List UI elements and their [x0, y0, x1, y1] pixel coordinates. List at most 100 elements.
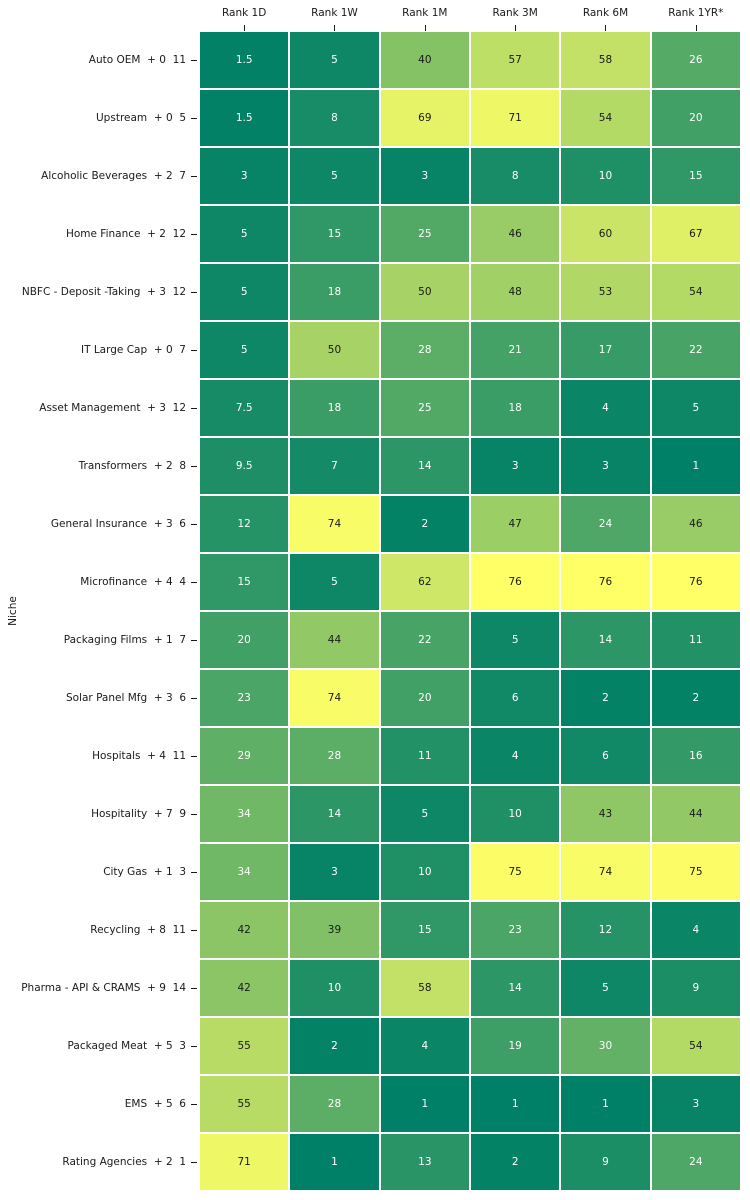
heatmap-cell: 15: [650, 147, 741, 205]
heatmap-cell: 17: [560, 321, 651, 379]
heatmap-cell: 4: [650, 901, 741, 959]
heatmap-cell: 1: [379, 1075, 470, 1133]
row-label-9: Microfinance + 4 4: [0, 553, 197, 611]
row-label-12: Hospitals + 4 11: [0, 727, 197, 785]
heatmap-cell: 5: [199, 263, 290, 321]
heatmap-cell: 29: [199, 727, 290, 785]
row-label-text: Rating Agencies + 2 1: [62, 1156, 186, 1168]
heatmap-cell: 5: [289, 147, 380, 205]
heatmap-cell: 15: [379, 901, 470, 959]
heatmap-cell: 5: [379, 785, 470, 843]
heatmap-cell: 1: [650, 437, 741, 495]
heatmap-cell: 14: [289, 785, 380, 843]
column-header-label: Rank 1D: [221, 7, 267, 19]
y-tick-mark: [191, 1103, 197, 1105]
heatmap-cell: 47: [470, 495, 561, 553]
heatmap-cell: 4: [470, 727, 561, 785]
heatmap-cell: 71: [470, 89, 561, 147]
y-tick-mark: [191, 871, 197, 873]
heatmap-cell: 11: [650, 611, 741, 669]
heatmap-cell: 2: [379, 495, 470, 553]
x-tick-mark: [244, 25, 246, 31]
column-header-0: Rank 1D: [199, 6, 289, 31]
row-label-17: Packaged Meat + 5 3: [0, 1017, 197, 1075]
y-tick-mark: [191, 987, 197, 989]
heatmap-cell: 75: [650, 843, 741, 901]
heatmap-cell: 14: [560, 611, 651, 669]
heatmap-cell: 22: [650, 321, 741, 379]
row-label-text: Upstream + 0 5: [96, 112, 186, 124]
heatmap-cell: 39: [289, 901, 380, 959]
heatmap-cell: 34: [199, 785, 290, 843]
heatmap-cell: 2: [470, 1133, 561, 1191]
y-tick-mark: [191, 465, 197, 467]
heatmap-cell: 5: [650, 379, 741, 437]
heatmap-cell: 2: [650, 669, 741, 727]
heatmap-cell: 5: [199, 321, 290, 379]
heatmap-cell: 10: [560, 147, 651, 205]
heatmap-cell: 54: [650, 1017, 741, 1075]
heatmap-cell: 4: [560, 379, 651, 437]
heatmap-cell: 76: [470, 553, 561, 611]
y-tick-mark: [191, 59, 197, 61]
heatmap-cell: 54: [650, 263, 741, 321]
heatmap-cell: 1.5: [199, 31, 290, 89]
row-label-text: Recycling + 8 11: [90, 924, 186, 936]
heatmap-cell: 50: [289, 321, 380, 379]
y-tick-mark: [191, 697, 197, 699]
heatmap-cell: 26: [650, 31, 741, 89]
row-label-2: Alcoholic Beverages + 2 7: [0, 147, 197, 205]
heatmap-grid: 1.5 5 40 57 58 26 1.5 8 69 71 54 20 3 5 3 8 10 15 5 15 25 46 6…: [199, 31, 741, 1191]
heatmap-cell: 16: [650, 727, 741, 785]
heatmap-cell: 7.5: [199, 379, 290, 437]
heatmap-cell: 75: [470, 843, 561, 901]
heatmap-cell: 25: [379, 379, 470, 437]
heatmap-cell: 10: [379, 843, 470, 901]
heatmap-cell: 74: [289, 669, 380, 727]
y-tick-mark: [191, 581, 197, 583]
y-tick-mark: [191, 291, 197, 293]
y-tick-mark: [191, 1045, 197, 1047]
heatmap-cell: 46: [470, 205, 561, 263]
row-label-18: EMS + 5 6: [0, 1075, 197, 1133]
y-tick-mark: [191, 407, 197, 409]
heatmap-cell: 20: [199, 611, 290, 669]
heatmap-cell: 7: [289, 437, 380, 495]
row-label-text: Transformers + 2 8: [78, 460, 186, 472]
row-label-text: Asset Management + 3 12: [39, 402, 186, 414]
row-label-6: Asset Management + 3 12: [0, 379, 197, 437]
heatmap-cell: 23: [470, 901, 561, 959]
column-header-2: Rank 1M: [380, 6, 470, 31]
row-label-text: Packaged Meat + 5 3: [67, 1040, 186, 1052]
row-label-text: Home Finance + 2 12: [65, 228, 186, 240]
row-label-10: Packaging Films + 1 7: [0, 611, 197, 669]
row-label-14: City Gas + 1 3: [0, 843, 197, 901]
heatmap-cell: 55: [199, 1017, 290, 1075]
heatmap-cell: 12: [199, 495, 290, 553]
heatmap-cell: 55: [199, 1075, 290, 1133]
heatmap-cell: 62: [379, 553, 470, 611]
heatmap-cell: 14: [470, 959, 561, 1017]
row-label-text: Hospitality + 7 9: [91, 808, 186, 820]
heatmap-cell: 48: [470, 263, 561, 321]
row-label-15: Recycling + 8 11: [0, 901, 197, 959]
heatmap-cell: 11: [379, 727, 470, 785]
heatmap-cell: 71: [199, 1133, 290, 1191]
heatmap-cell: 10: [470, 785, 561, 843]
heatmap-cell: 54: [560, 89, 651, 147]
x-tick-mark: [605, 25, 607, 31]
heatmap-cell: 46: [650, 495, 741, 553]
heatmap-cell: 23: [199, 669, 290, 727]
heatmap-cell: 42: [199, 959, 290, 1017]
heatmap-cell: 2: [289, 1017, 380, 1075]
heatmap-cell: 14: [379, 437, 470, 495]
heatmap-cell: 10: [289, 959, 380, 1017]
row-label-text: EMS + 5 6: [124, 1098, 186, 1110]
heatmap-cell: 24: [650, 1133, 741, 1191]
heatmap-cell: 5: [470, 611, 561, 669]
row-label-19: Rating Agencies + 2 1: [0, 1133, 197, 1191]
heatmap-cell: 3: [289, 843, 380, 901]
row-label-text: Hospitals + 4 11: [92, 750, 186, 762]
row-label-text: IT Large Cap + 0 7: [80, 344, 186, 356]
heatmap-cell: 25: [379, 205, 470, 263]
